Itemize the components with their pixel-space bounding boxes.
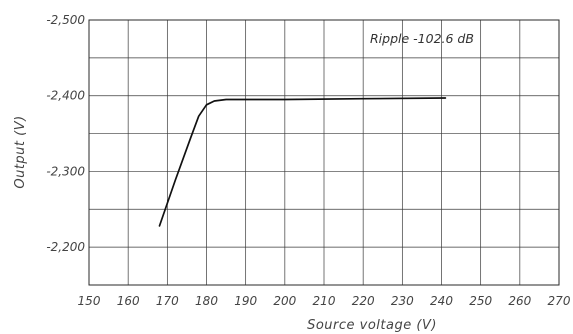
- y-axis-label: Output (V): [13, 115, 28, 188]
- x-tick-label: 270: [548, 294, 571, 308]
- y-tick-label: -2,200: [46, 240, 85, 254]
- x-tick-label: 150: [78, 294, 101, 308]
- x-tick-label: 220: [352, 294, 375, 308]
- x-tick-label: 160: [117, 294, 140, 308]
- x-tick-label: 210: [313, 294, 336, 308]
- y-tick-labels: -2,500 -2,400 -2,300 -2,200: [46, 13, 85, 254]
- y-tick-label: -2,300: [46, 164, 85, 178]
- chart-grid: [89, 20, 559, 285]
- output-curve: [158, 97, 447, 227]
- x-tick-label: 200: [273, 294, 296, 308]
- x-tick-label: 190: [234, 294, 257, 308]
- x-tick-label: 260: [508, 294, 531, 308]
- x-tick-labels: 150 160 170 180 190 200 210 220 230 240 250 260 270: [78, 294, 571, 308]
- x-tick-label: 240: [430, 294, 453, 308]
- y-tick-label: -2,400: [46, 89, 85, 103]
- y-tick-label: -2,500: [46, 13, 85, 27]
- x-tick-label: 230: [391, 294, 414, 308]
- plot-frame: [88, 19, 560, 286]
- chart-series: [158, 97, 447, 227]
- x-tick-label: 180: [195, 294, 218, 308]
- ripple-annotation: Ripple -102.6 dB: [370, 31, 474, 46]
- x-axis-label: Source voltage (V): [307, 318, 437, 333]
- x-tick-label: 170: [156, 294, 179, 308]
- x-tick-label: 250: [469, 294, 492, 308]
